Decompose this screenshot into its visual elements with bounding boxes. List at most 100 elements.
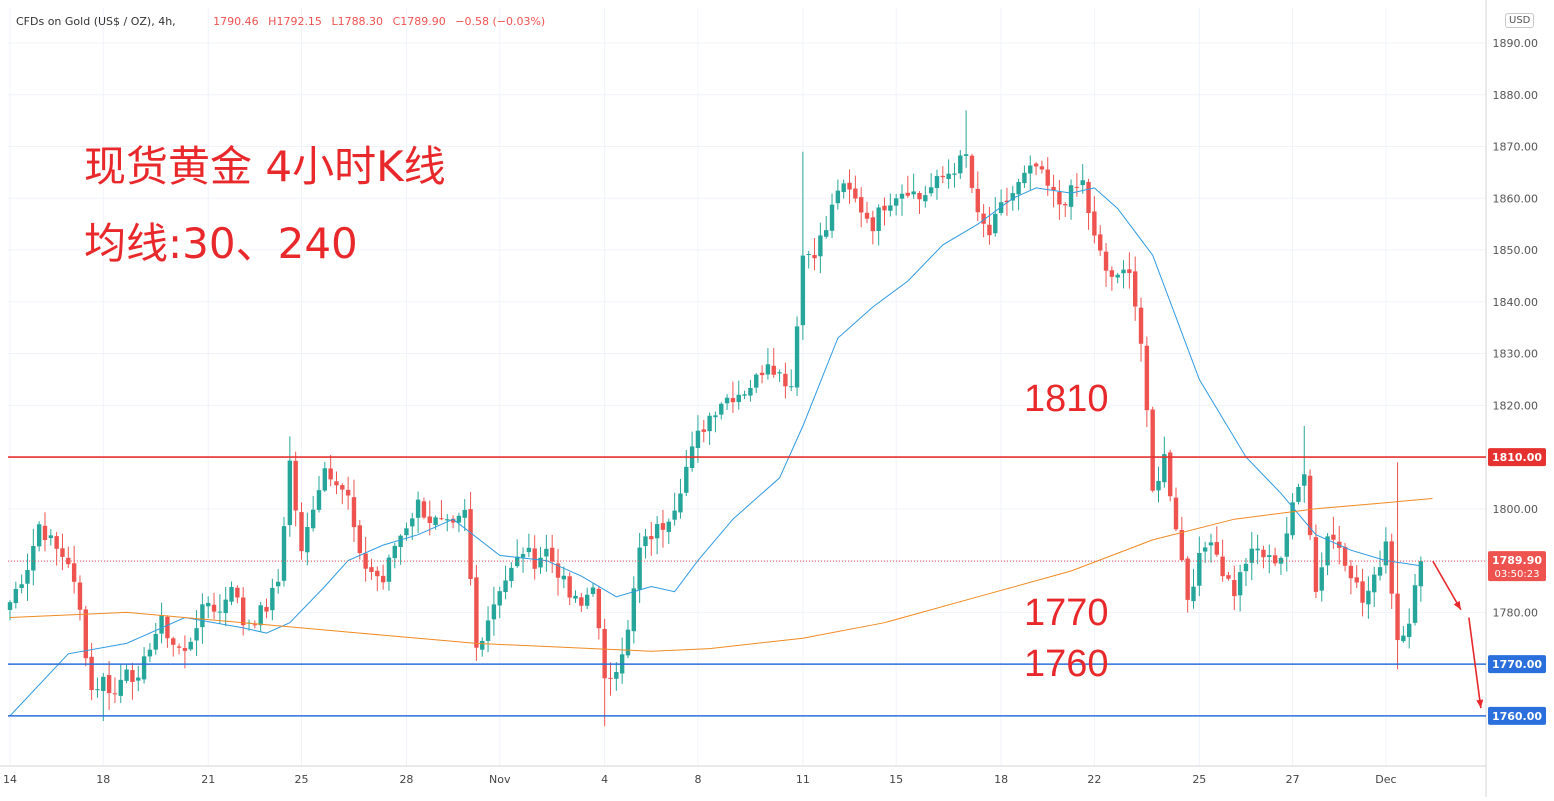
candle-body [940, 175, 945, 178]
candle-body [730, 398, 736, 403]
candle-body [853, 188, 858, 199]
candle-body [614, 671, 619, 679]
candle-body [934, 176, 940, 189]
candle-body [754, 374, 759, 388]
candle-body [1173, 497, 1179, 530]
candle-body [643, 536, 648, 547]
candle-body [310, 509, 316, 529]
x-tick-label: 28 [399, 773, 413, 786]
candle-body [77, 582, 83, 610]
y-tick-label: 1840.00 [1493, 296, 1539, 309]
candle-body [258, 605, 263, 626]
candle-body [1232, 580, 1237, 597]
candle-body [963, 154, 969, 156]
currency-badge[interactable]: USD [1505, 13, 1535, 28]
candle-body [456, 515, 462, 523]
symbol-legend: CFDs on Gold (US$ / OZ), 4h, 1790.46 H17… [16, 15, 551, 28]
candle-body [200, 604, 205, 628]
candle-body [736, 394, 741, 403]
candle-body [672, 510, 677, 520]
candle-body [1296, 487, 1301, 502]
candle-body [375, 570, 380, 577]
candle-body [357, 525, 362, 554]
candle-body [31, 546, 36, 571]
candle-body [759, 372, 765, 376]
ma30-line [9, 187, 1421, 717]
candle-body [25, 570, 30, 584]
candle-body [987, 224, 992, 236]
candle-body [118, 679, 123, 696]
candle-body [194, 628, 199, 641]
candle-body [334, 481, 339, 486]
close-value: C1789.90 [392, 15, 446, 28]
candle-body [1255, 548, 1260, 551]
candle-body [1383, 541, 1389, 566]
candle-body [1167, 452, 1173, 497]
candle-body [917, 192, 922, 200]
candle-body [584, 594, 590, 606]
candle-body [1057, 191, 1062, 205]
candle-body [1156, 480, 1161, 491]
candle-body [783, 373, 788, 387]
candle-body [958, 155, 963, 174]
candle-body [1010, 193, 1015, 201]
candle-body [54, 536, 59, 549]
candle-body [241, 597, 246, 626]
candle-body [427, 516, 432, 523]
candle-body [1313, 537, 1319, 592]
candle-body [684, 466, 689, 493]
y-tick-label: 1780.00 [1493, 606, 1539, 619]
candle-body [1412, 585, 1418, 623]
x-tick-label: Dec [1375, 773, 1396, 786]
candle-body [1377, 567, 1383, 576]
candle-body [340, 485, 345, 490]
candle-body [905, 192, 911, 196]
annotation-level-1760: 1760 [1024, 643, 1109, 685]
candle-body [1028, 165, 1033, 174]
candle-body [13, 588, 19, 604]
candle-body [777, 372, 782, 374]
candle-body [1039, 166, 1045, 170]
price-label-1770: 1770.00 [1492, 658, 1542, 671]
candle-body [101, 676, 106, 691]
candle-body [567, 576, 572, 598]
candle-body [299, 512, 304, 552]
open-value: 1790.46 [213, 15, 259, 28]
candle-body [1127, 269, 1132, 273]
candle-body [509, 567, 514, 581]
candle-body [841, 183, 846, 193]
candle-body [1261, 549, 1266, 558]
candle-body [1074, 186, 1080, 188]
candle-body [1418, 561, 1424, 587]
candle-body [573, 595, 578, 599]
candle-body [1098, 234, 1103, 251]
x-tick-label: 15 [889, 773, 903, 786]
candle-body [159, 615, 164, 634]
x-tick-label: 27 [1286, 773, 1300, 786]
candle-body [544, 548, 549, 557]
annotation-level-1770: 1770 [1024, 592, 1109, 634]
candle-body [1103, 251, 1109, 271]
candle-body [707, 415, 712, 432]
candle-body [264, 606, 269, 612]
candle-body [1348, 565, 1354, 579]
candle-body [497, 591, 502, 606]
candle-body [719, 403, 724, 415]
candle-body [136, 677, 141, 681]
candle-body [42, 525, 48, 540]
candle-body [89, 656, 94, 691]
candle-body [602, 628, 607, 679]
candle-body [270, 587, 275, 611]
candle-body [1068, 185, 1074, 207]
candle-body [1179, 529, 1185, 561]
candle-body [223, 599, 228, 614]
candle-body [829, 204, 835, 231]
candle-body [561, 575, 567, 580]
candle-body [1372, 574, 1377, 593]
candle-body [386, 557, 392, 582]
candle-body [818, 235, 823, 257]
candle-body [165, 616, 170, 639]
candle-body [229, 587, 234, 602]
